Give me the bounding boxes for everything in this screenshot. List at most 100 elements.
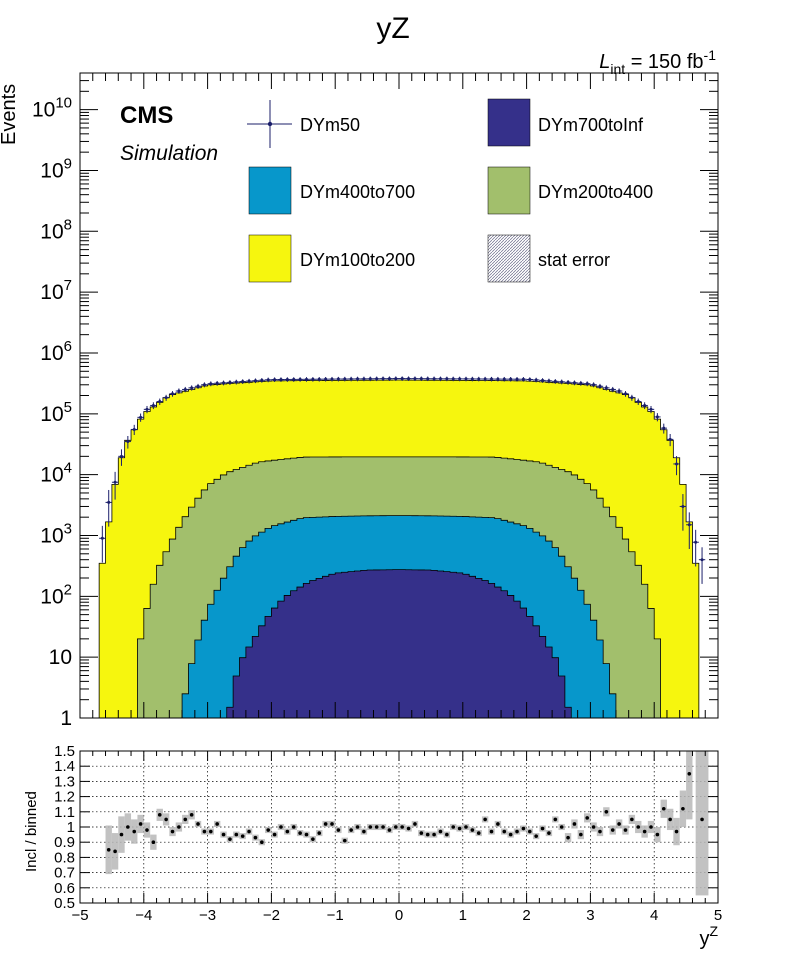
lumi-label: Lint = 150 fb-1	[599, 47, 716, 77]
ratio-y-tick-label: 0.5	[54, 895, 75, 912]
dym50-point	[292, 377, 296, 381]
legend-entry-stat-error: stat error	[487, 234, 610, 283]
dym50-point	[126, 440, 130, 444]
ratio-point	[126, 825, 130, 829]
ratio-point	[579, 832, 583, 837]
ratio-x-tick-label: 4	[650, 907, 658, 924]
ratio-point	[598, 829, 602, 834]
chart-title: yZ	[376, 12, 409, 45]
dym50-point	[100, 536, 104, 540]
dym50-point	[375, 377, 379, 381]
ratio-point	[323, 822, 328, 826]
dym50-point	[407, 377, 411, 381]
ratio-point	[234, 832, 239, 837]
dym50-point	[336, 377, 340, 381]
dym50-point	[311, 377, 315, 381]
tick-base: 10	[40, 281, 63, 304]
dym50-point	[528, 377, 532, 381]
dym50-point	[139, 415, 143, 419]
ratio-point	[138, 822, 143, 826]
ratio-point	[228, 837, 232, 841]
dym50-point	[521, 377, 525, 381]
dym50-point	[668, 437, 672, 441]
ratio-point	[553, 817, 558, 822]
ratio-point	[368, 825, 373, 829]
dym50-point	[700, 558, 704, 562]
dym50-point	[585, 382, 589, 386]
ratio-point	[610, 828, 615, 832]
tick-exponent: 8	[64, 216, 72, 233]
dym50-point	[490, 377, 494, 381]
legend-label-dym100to200: DYm100to200	[300, 250, 415, 270]
ratio-y-tick-label: 1.3	[54, 773, 75, 790]
ratio-point	[534, 834, 538, 838]
dym50-point	[202, 383, 206, 387]
upper-y-tick-label: 108	[40, 216, 72, 243]
dym50-point	[279, 378, 283, 382]
ratio-point	[547, 831, 551, 835]
ratio-point	[164, 817, 168, 822]
dym50-point	[509, 377, 513, 381]
legend: DYm50 DYm700toInf DYm400to700 DYm200to40…	[247, 98, 653, 283]
dym50-point	[196, 384, 200, 388]
ratio-point	[700, 817, 704, 822]
dym50-point	[483, 377, 487, 381]
legend-entry-dym100to200: DYm100to200	[248, 234, 415, 283]
ratio-point	[445, 832, 449, 837]
ratio-stat-band	[686, 751, 693, 820]
tick-base: 10	[40, 585, 63, 608]
ratio-point	[636, 825, 641, 829]
upper-x-ticks	[79, 73, 719, 718]
dym50-point	[381, 377, 385, 381]
dym50-point	[228, 380, 232, 384]
dym50-point	[477, 377, 481, 381]
dym50-point	[298, 377, 302, 381]
ratio-point	[604, 810, 609, 814]
dym50-point	[630, 396, 634, 400]
ratio-y-tick-label: 0.6	[54, 880, 75, 897]
dym50-point	[356, 377, 360, 381]
ratio-point	[642, 829, 647, 834]
ratio-point	[438, 829, 443, 834]
dym50-point	[579, 381, 583, 385]
ratio-point	[406, 826, 411, 831]
ratio-point	[502, 829, 507, 834]
ratio-point	[208, 829, 213, 834]
dym50-point	[132, 427, 136, 431]
upper-y-tick-label: 1010	[32, 95, 72, 122]
ratio-point	[649, 825, 653, 829]
dym50-point	[643, 403, 647, 407]
ratio-point	[285, 829, 290, 834]
dym50-point	[151, 403, 155, 407]
ratio-point	[566, 835, 570, 840]
dym50-point	[426, 377, 430, 381]
ratio-x-tick-label: 3	[586, 907, 594, 924]
ratio-point	[291, 825, 296, 829]
ratio-y-tick-label: 1.1	[54, 804, 75, 821]
upper-y-tick-label: 104	[40, 460, 72, 487]
ratio-x-tick-label: 0	[395, 907, 403, 924]
ratio-point	[457, 826, 462, 831]
dym50-point	[209, 382, 213, 386]
dym50-point	[113, 480, 117, 484]
dym50-point	[547, 379, 551, 383]
ratio-point	[489, 829, 494, 834]
dym50-point	[541, 378, 545, 382]
ratio-point	[572, 822, 577, 826]
ratio-point	[413, 822, 417, 826]
dym50-point	[330, 377, 334, 381]
dym50-point	[470, 377, 474, 381]
ratio-point	[617, 822, 621, 826]
dym50-point	[598, 384, 602, 388]
dym50-point	[611, 387, 615, 391]
legend-label-dym700toinf: DYm700toInf	[538, 115, 644, 135]
tick-exponent: 5	[64, 399, 72, 416]
dym50-point	[343, 377, 347, 381]
ratio-stat-band	[695, 751, 709, 896]
ratio-point	[279, 825, 283, 829]
legend-entry-dym200to400: DYm200to400	[487, 166, 653, 215]
upper-y-tick-label: 109	[40, 155, 72, 182]
ratio-x-tick-label: −5	[71, 907, 88, 924]
